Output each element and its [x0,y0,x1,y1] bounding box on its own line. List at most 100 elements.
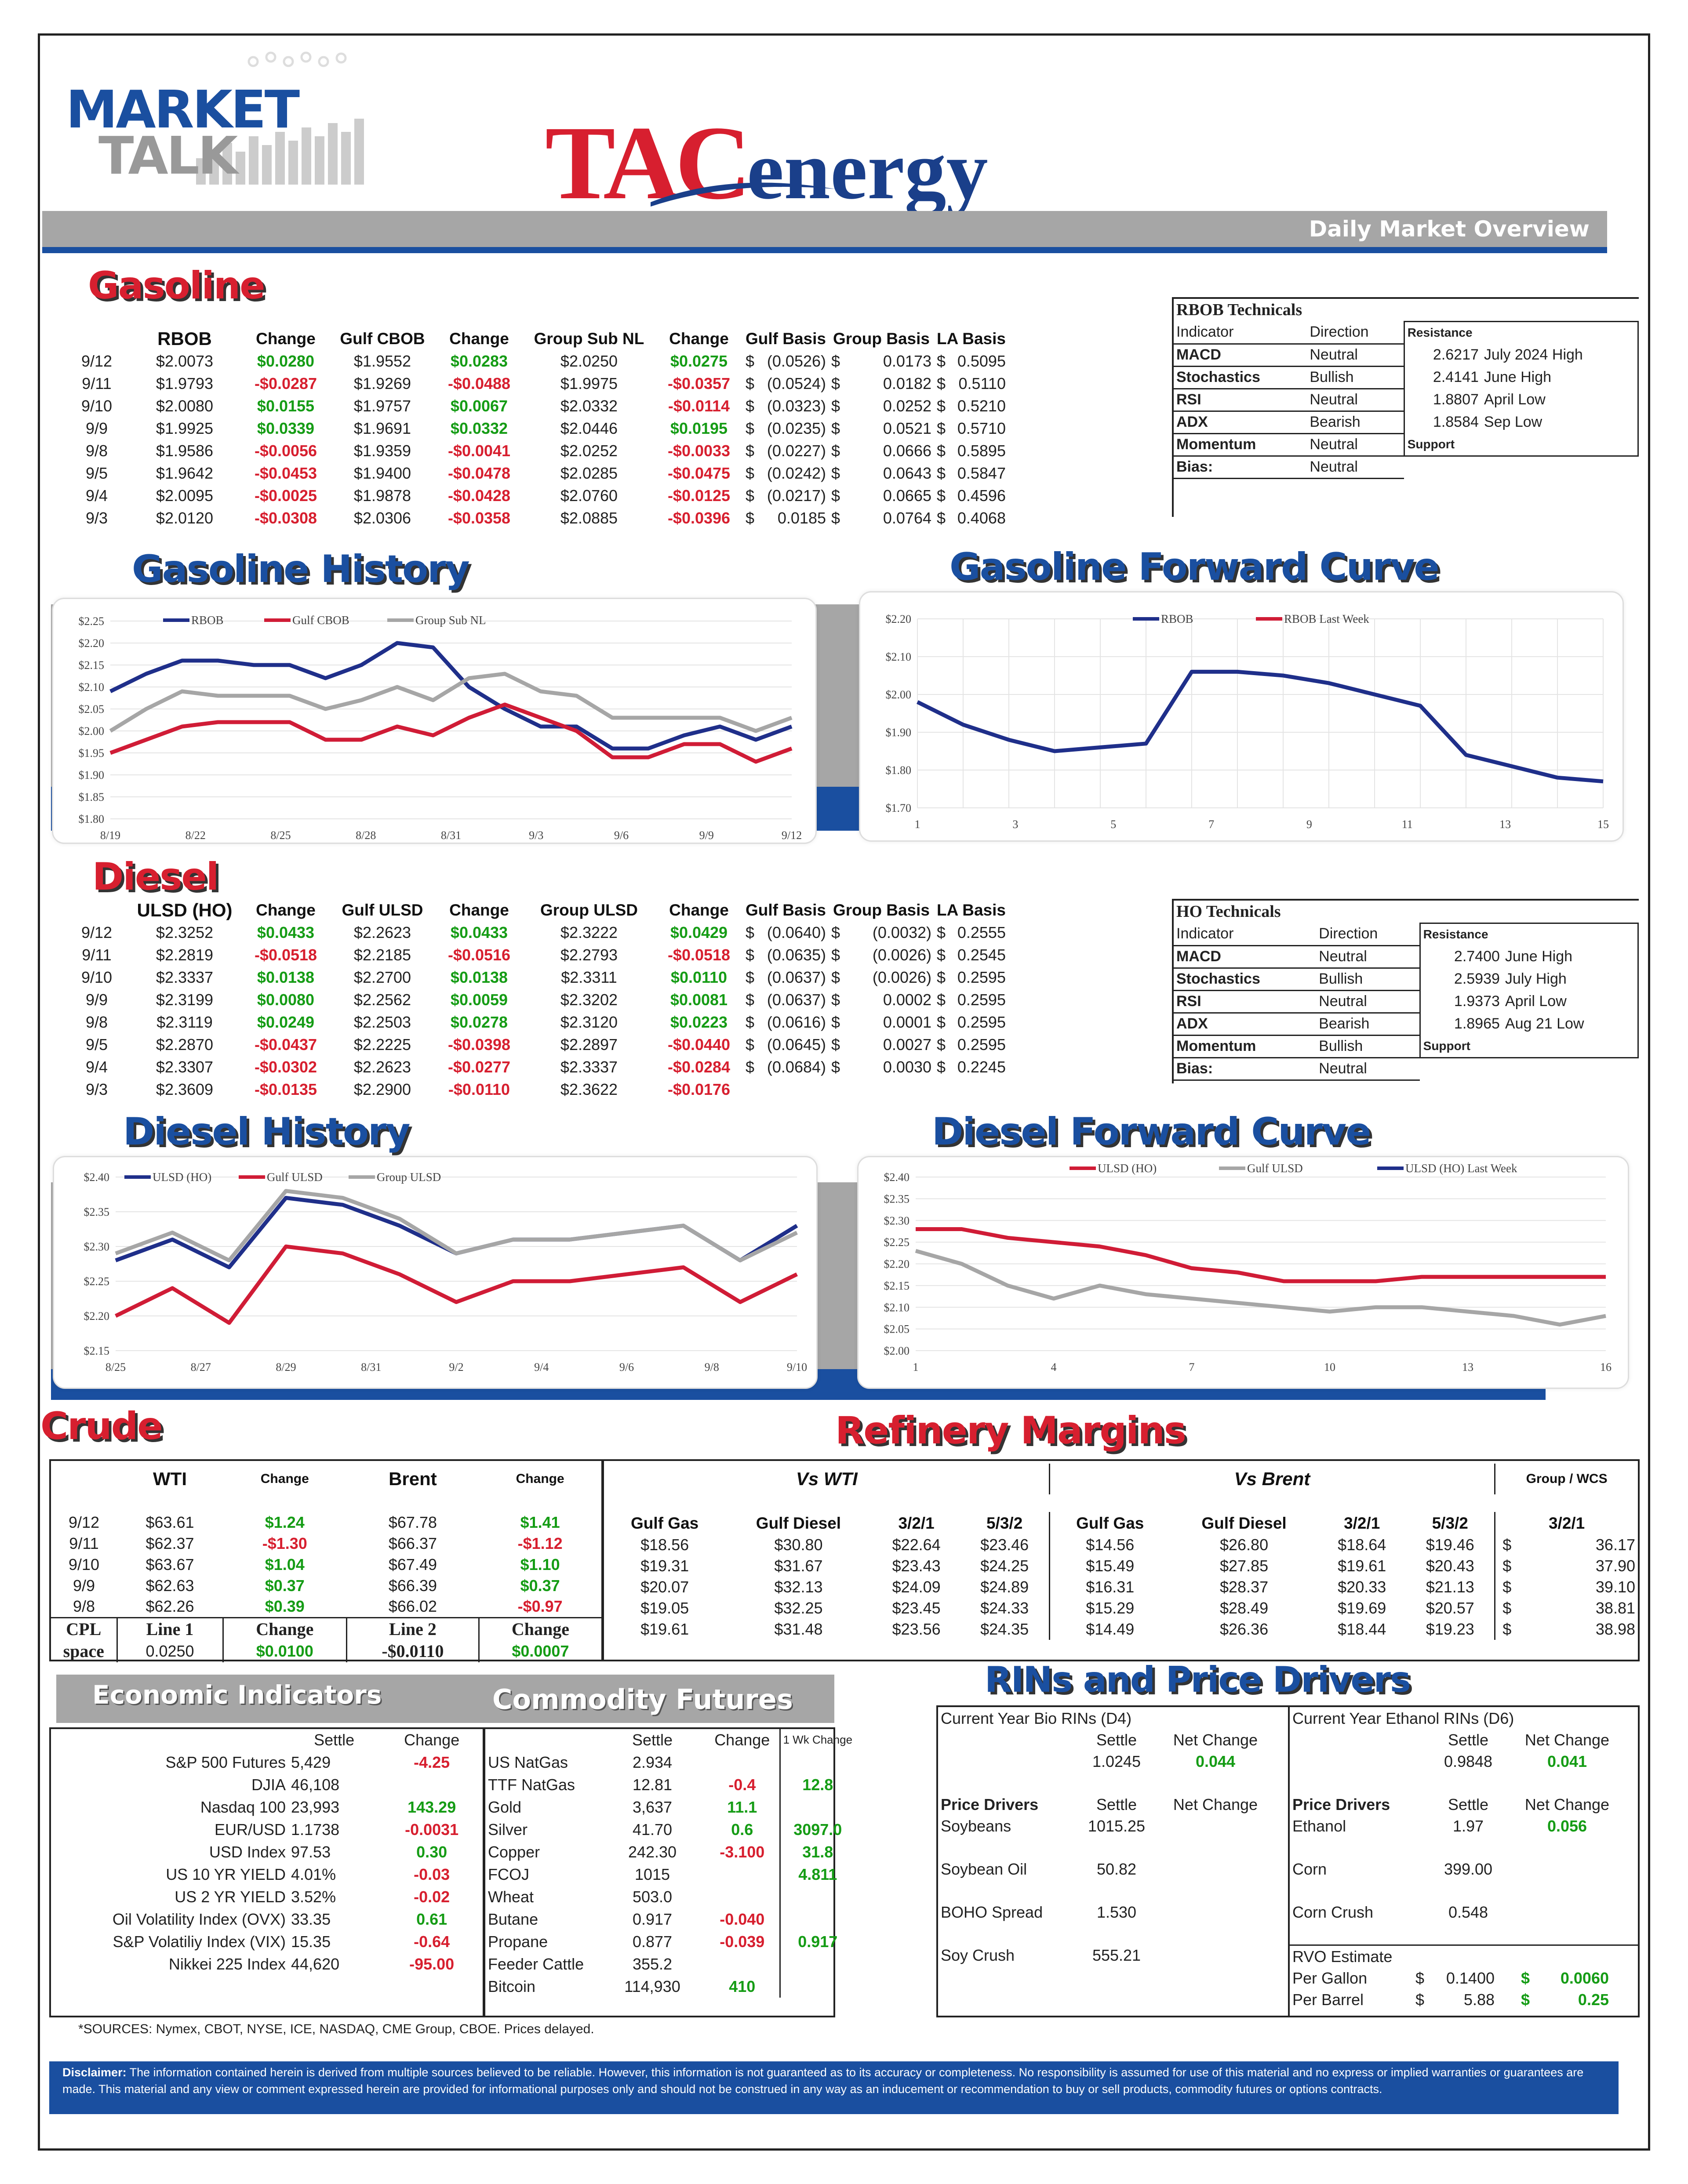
driver-settle: 1.97 [1452,1817,1484,1835]
crude-cell: $1.10 [520,1555,560,1573]
commod-week-change [779,1751,855,1773]
settle-header: Settle [314,1730,355,1749]
cell-c1: -$0.0302 [254,1057,317,1076]
refinery-cell: $24.89 [960,1577,1050,1598]
refinery-row: $18.56 $30.80 $22.64 $23.46 $14.56 $26.80 $18.… [605,1534,1638,1555]
commod-week-change: 31.8 [779,1841,855,1863]
dollar-sign: $ [1502,1536,1512,1554]
rins-row: Soy Crush 555.21 [941,1944,1288,1966]
dollar-sign: $ [1502,1578,1512,1596]
commod-week-change: 3097.0 [779,1818,855,1841]
cell-la-basis: $0.2595 [934,1011,1008,1033]
refinery-row: $20.07 $32.13 $24.09 $24.89 $16.31 $28.37 $20.… [605,1577,1638,1598]
legend-label: Gulf ULSD [1247,1162,1303,1175]
econ-row: US 10 YR YIELD 4.01% -0.03 [51,1863,484,1886]
gulf-basis-value: (0.0637) [767,990,826,1009]
cell-c2: $0.0278 [450,1013,508,1031]
refinery-cell: $28.37 [1170,1577,1318,1598]
dollar-sign: $ [831,441,840,460]
indicator-direction: Neutral [1316,1057,1420,1081]
group-basis-value: 0.0001 [883,1013,931,1031]
level-label: July 2024 High [1481,344,1639,366]
dollar-sign: $ [831,464,840,482]
commod-change [705,1863,780,1886]
cell-d: 9/9 [85,990,108,1009]
header-blank [66,327,127,350]
legend-label: Gulf ULSD [267,1170,323,1184]
dollar-sign: $ [937,419,946,437]
group-basis-value: 0.0666 [883,441,931,460]
gulf-basis-value: (0.0637) [767,968,826,986]
refinery-value: $19.69 [1338,1599,1386,1617]
column-header: Change [669,329,729,348]
crude-cell: $1.04 [265,1555,305,1573]
refinery-value: $23.56 [892,1620,941,1638]
commod-change: 0.6 [731,1820,753,1839]
cell-grp: $2.3337 [560,1057,618,1076]
technicals-row: MACD Neutral 2.6217 July 2024 High [1174,344,1639,367]
refinery-cell: $15.29 [1049,1598,1170,1619]
group-basis-value: 0.0252 [883,396,931,415]
la-basis-value: 0.2595 [957,1035,1006,1054]
cell-c2: -$0.0358 [447,509,511,527]
gulf-basis-value: (0.0235) [767,419,826,437]
cell-la-basis: $0.2245 [934,1056,1008,1078]
econ-change: -4.25 [414,1753,450,1771]
y-tick-label: $2.25 [84,1275,110,1288]
support-header: Support [1419,1035,1639,1058]
dollar-sign: $ [746,990,755,1009]
indicator-name: Momentum [1174,1035,1317,1058]
cell-group-basis: $0.0002 [829,988,934,1011]
refinery-col-header: Gulf Diesel [756,1514,841,1532]
cell-c3: $0.0195 [670,419,728,437]
cell-c2: -$0.0041 [447,441,511,460]
technicals-row: ADX Bearish 1.8965 Aug 21 Low [1174,1013,1639,1036]
cell-gulf: $2.2623 [353,923,411,941]
cell-la-basis: $0.5210 [934,395,1008,417]
commod-row: Bitcoin 114,930 410 [485,1975,855,1998]
y-tick-label: $2.30 [84,1240,110,1253]
rins-row: 0.9848 0.041 [1292,1751,1638,1772]
dollar-sign: $ [1415,1969,1425,1987]
dollar-sign: $ [831,1013,840,1031]
cell-gulf: $2.2900 [353,1080,411,1098]
x-tick-label: 9/9 [699,829,714,842]
cell-c1: $0.0280 [257,352,315,370]
level-value: 2.4141 [1403,366,1481,389]
cell-group-basis: $0.0666 [829,440,934,462]
indicator-direction: Neutral [1307,389,1404,412]
dollar-sign: $ [937,486,946,505]
rins-row: RVO Estimate [1292,1946,1638,1967]
refinery-cell: $19.46 [1406,1534,1496,1555]
dollar-sign: $ [1415,1990,1425,2009]
driver-name: Ethanol [1292,1817,1346,1835]
rins-row [941,1880,1288,1901]
commod-row: Silver 41.70 0.6 3097.0 [485,1818,855,1841]
cell-c2: $0.0067 [450,396,508,415]
gasoline-forward-title: Gasoline Forward Curve [949,545,1441,590]
cpl-header: Change [479,1617,601,1640]
cell-gulf-basis: $ (0.0323) [743,395,829,417]
legend-label: Gulf CBOB [292,614,349,627]
cpl-cell: -$0.0110 [346,1640,480,1662]
crude-cell: $0.37 [520,1577,560,1595]
refinery-value: $28.49 [1219,1599,1269,1617]
technicals-title: RBOB Technicals [1176,300,1302,319]
x-tick-label: 8/25 [106,1361,126,1374]
cell-gulf: $1.9757 [353,396,411,415]
cell-c3: $0.0275 [670,352,728,370]
support-header: Support [1403,433,1639,457]
cell-gulf: $2.2185 [353,945,411,964]
econ-change: -0.03 [414,1865,450,1883]
per-gallon-value: 0.1400 [1446,1969,1495,1987]
refinery-cell: $19.05 [605,1598,724,1619]
refinery-cell: $18.44 [1318,1619,1406,1640]
refinery-cell: $38.98 [1495,1619,1638,1640]
technicals-table: RBOB Technicals Indicator Direction Resista… [1174,299,1639,479]
cell-d: 9/12 [81,352,113,370]
crude-cell: $1.24 [265,1513,305,1531]
cell-d: 9/3 [85,1080,108,1098]
refinery-cell: $21.13 [1406,1577,1496,1598]
econ-label: Oil Volatility Index (OVX) [112,1910,286,1928]
column-header: Group Basis [833,329,930,348]
